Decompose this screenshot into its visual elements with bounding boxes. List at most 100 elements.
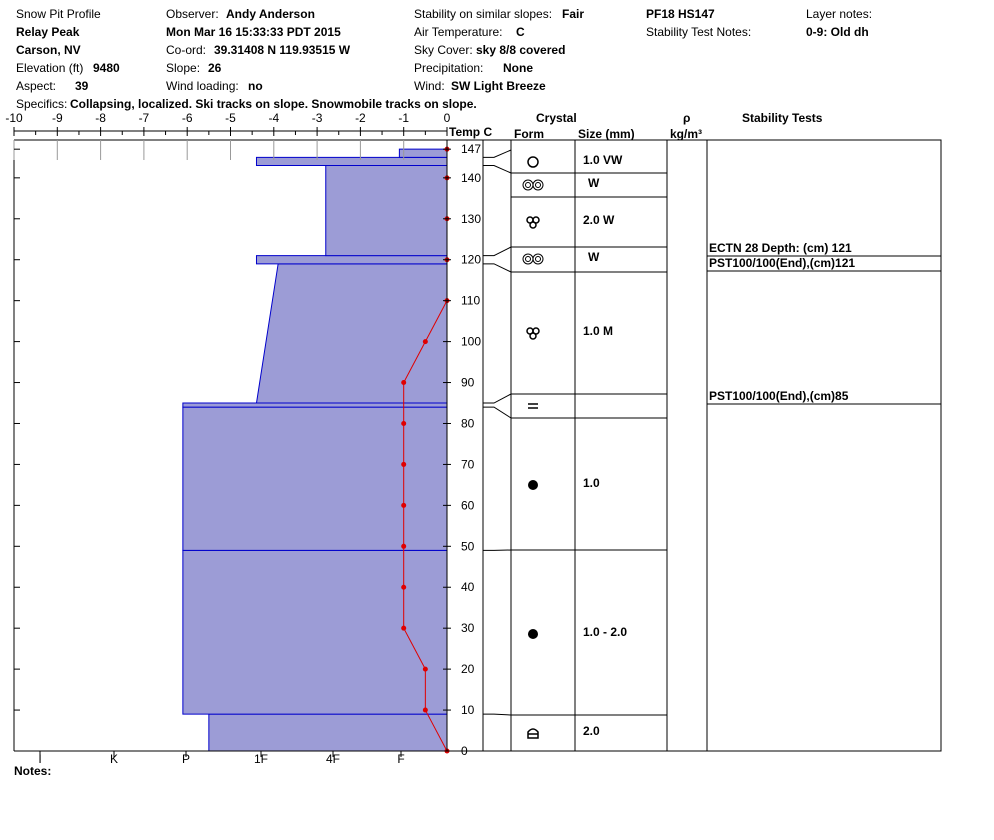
temp-tick-label: -9: [52, 111, 63, 125]
crystal-size-label: W: [588, 176, 600, 190]
temperature-point: [422, 339, 428, 345]
layer-connector: [483, 246, 512, 257]
hardness-tick-label: P: [182, 752, 190, 766]
sky-label: Sky Cover:: [414, 43, 473, 57]
hardness-layer: [182, 402, 448, 408]
form-column-label: Form: [514, 127, 544, 141]
temp-tick-label: -7: [139, 111, 150, 125]
crystal-size-label: 2.0 W: [583, 213, 615, 227]
temp-tick-label: -8: [95, 111, 106, 125]
temperature-point: [422, 666, 428, 672]
wind-loading-value: no: [248, 79, 263, 93]
temperature-point: [401, 420, 407, 426]
coord-value: 39.31408 N 119.93515 W: [214, 43, 351, 57]
hardness-layer: [208, 713, 448, 752]
hardness-layer: [255, 255, 448, 265]
hardness-tick-label: K: [110, 752, 118, 766]
stability-notes-label: Stability Test Notes:: [646, 25, 752, 39]
rounded-faceted-icon: [522, 253, 534, 265]
depth-tick-label: 147: [461, 142, 481, 156]
stability-label: Stability on similar slopes:: [414, 7, 553, 21]
chart-frame: [13, 139, 483, 752]
density-symbol: ρ: [683, 111, 691, 125]
rounded-faceted-icon: [532, 253, 544, 265]
elevation-label: Elevation (ft): [16, 61, 84, 75]
rounded-grains-icon: [529, 221, 537, 229]
specifics-label: Specifics:: [16, 97, 68, 111]
crystal-size-label: 1.0 VW: [583, 153, 623, 167]
table-outline: [482, 139, 942, 752]
wind-label: Wind:: [414, 79, 445, 93]
hardness-layer: [182, 549, 448, 715]
aspect-value: 39: [75, 79, 89, 93]
depth-tick-label: 60: [461, 498, 475, 512]
hardness-layer: [398, 148, 448, 158]
rounded-faceted-icon: [532, 179, 544, 191]
temp-tick-label: -3: [312, 111, 323, 125]
profile-label: Snow Pit Profile: [16, 7, 101, 21]
hardness-layer: [255, 156, 448, 167]
depth-tick-label: 100: [461, 335, 481, 349]
temp-tick-label: -5: [225, 111, 236, 125]
rounded-grains-icon: [529, 332, 537, 340]
temperature-point: [422, 707, 428, 713]
density-unit: kg/m³: [670, 127, 703, 141]
depth-tick-label: 0: [461, 744, 468, 758]
wind-value: SW Light Breeze: [451, 79, 546, 93]
melt-form-icon: [528, 629, 538, 639]
stability-test-label: ECTN 28 Depth: (cm) 121: [709, 241, 852, 255]
layer-connector: [483, 406, 512, 419]
location-region: Carson, NV: [16, 43, 81, 57]
temp-tick-label: -2: [355, 111, 366, 125]
stability-tests-column-label: Stability Tests: [742, 111, 823, 125]
pit-id: PF18 HS147: [646, 7, 715, 21]
hardness-layer: [255, 263, 448, 404]
depth-tick-label: 110: [461, 294, 480, 308]
hardness-tick-label: I: [38, 752, 41, 766]
stability-test-label: PST100/100(End),(cm)121: [709, 256, 855, 270]
hardness-layers: [182, 148, 448, 752]
rounded-faceted-icon: [535, 182, 541, 188]
datetime: Mon Mar 16 15:33:33 PDT 2015: [166, 25, 341, 39]
temp-tick-label: 0: [444, 111, 451, 125]
coord-label: Co-ord:: [166, 43, 207, 57]
temp-tick-label: -10: [5, 111, 23, 125]
depth-tick-label: 120: [461, 253, 481, 267]
crystal-size-label: 2.0: [583, 724, 600, 738]
temperature-point: [401, 625, 407, 631]
layer-notes-value: 0-9: Old dh: [806, 25, 869, 39]
temperature-point: [401, 502, 407, 508]
crystal-column-label: Crystal: [536, 111, 577, 125]
temperature-point: [401, 380, 407, 386]
depth-tick-label: 90: [461, 376, 475, 390]
temperature-point: [401, 584, 407, 590]
stability-test-label: PST100/100(End),(cm)85: [709, 389, 849, 403]
slope-label: Slope:: [166, 61, 201, 75]
wind-loading-label: Wind loading:: [166, 79, 239, 93]
depth-tick-label: 20: [461, 662, 475, 676]
temp-tick-label: -1: [398, 111, 409, 125]
depth-tick-label: 140: [461, 171, 481, 185]
depth-tick-label: 40: [461, 580, 475, 594]
hardness-layer: [182, 406, 448, 551]
layer-connector: [483, 263, 512, 273]
crystal-size-label: 1.0: [583, 476, 600, 490]
stability-value: Fair: [562, 7, 585, 21]
air-temp-value: C: [516, 25, 525, 39]
hardness-tick-label: F: [397, 752, 404, 766]
observer-label: Observer:: [166, 7, 219, 21]
hardness-tick-label: 1F: [254, 752, 268, 766]
rounded-faceted-icon: [522, 179, 534, 191]
precip-value: None: [503, 61, 533, 75]
layer-notes-label: Layer notes:: [806, 7, 873, 21]
location-name: Relay Peak: [16, 25, 80, 39]
notes-label: Notes:: [14, 764, 52, 778]
temp-tick-label: -6: [182, 111, 193, 125]
rounded-faceted-icon: [525, 256, 531, 262]
temp-column-label: Temp C: [449, 125, 493, 139]
depth-tick-label: 70: [461, 457, 475, 471]
elevation-value: 9480: [93, 61, 120, 75]
depth-tick-label: 130: [461, 212, 481, 226]
depth-hoar-icon: [527, 728, 539, 739]
